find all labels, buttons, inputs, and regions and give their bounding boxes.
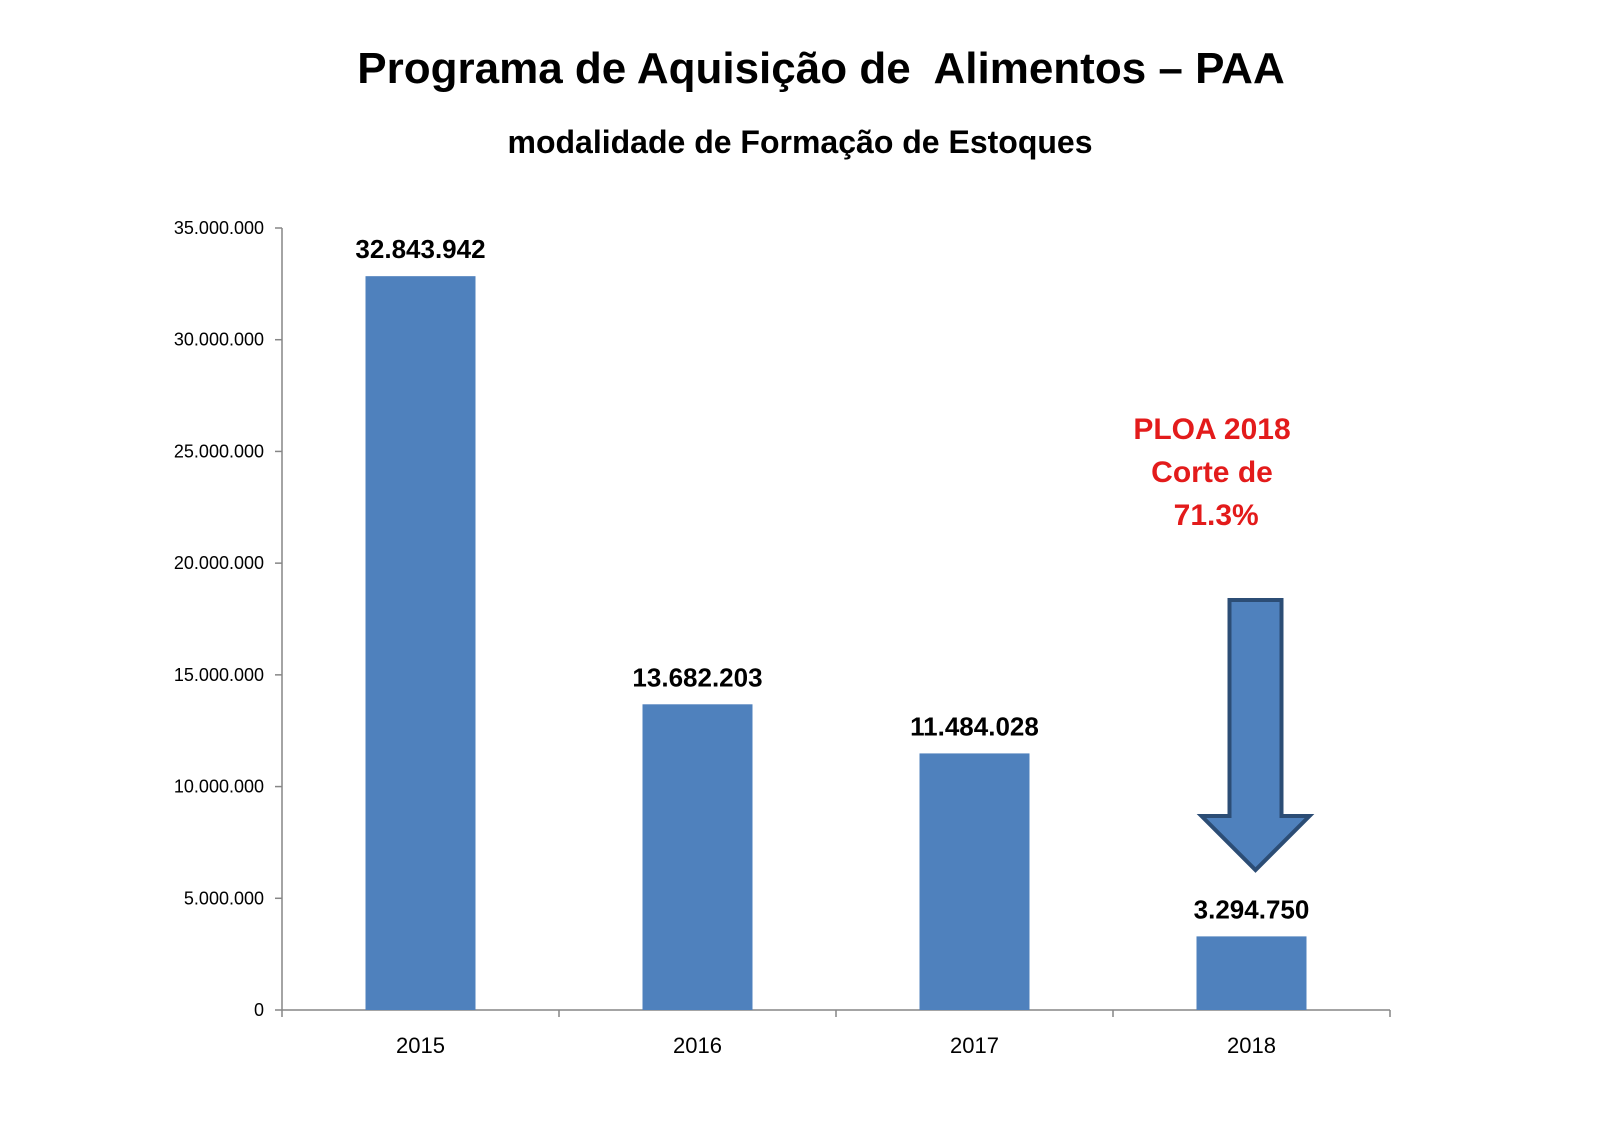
annotation-text: PLOA 2018 Corte de 71.3% (1102, 408, 1322, 537)
annotation-line-1: PLOA 2018 (1133, 413, 1291, 446)
chart-bars (365, 276, 1307, 1010)
x-tick-label: 2017 (950, 1033, 999, 1058)
data-label-2015: 32.843.942 (355, 234, 485, 264)
chart-title: Programa de Aquisição de Alimentos – PAA (357, 44, 1285, 93)
data-label-2018: 3.294.750 (1194, 894, 1310, 924)
chart-axes: 0 5.000.000 10.000.000 15.000.000 20.000.000… (174, 218, 1391, 1020)
annotation-arrow (1196, 598, 1315, 873)
y-tick-label: 30.000.000 (174, 330, 264, 350)
annotation-line-3: 71.3% (1165, 499, 1259, 532)
chart-subtitle: modalidade de Formação de Estoques (507, 124, 1093, 160)
bar-2018 (1196, 936, 1307, 1010)
data-label-2016: 13.682.203 (632, 662, 762, 692)
x-tick-label: 2016 (673, 1033, 722, 1058)
y-tick-label: 5.000.000 (184, 888, 264, 908)
data-label-2017: 11.484.028 (910, 711, 1039, 741)
y-tick-label: 35.000.000 (174, 218, 264, 238)
down-arrow-icon (1196, 598, 1315, 873)
y-tick-label: 25.000.000 (174, 441, 264, 461)
x-tick-label: 2018 (1227, 1033, 1276, 1058)
y-tick-label: 15.000.000 (174, 665, 264, 685)
y-tick-label: 0 (254, 1000, 264, 1020)
bar-2017 (919, 753, 1030, 1010)
bar-2015 (365, 276, 476, 1010)
x-tick-label: 2015 (396, 1033, 445, 1058)
bar-2016 (642, 704, 753, 1010)
chart-labels: 32.843.942 2015 13.682.203 2016 11.484.028 20… (355, 234, 1309, 1058)
annotation-line-2: Corte de (1151, 456, 1273, 489)
y-tick-label: 20.000.000 (174, 553, 264, 573)
y-tick-label: 10.000.000 (174, 777, 264, 797)
